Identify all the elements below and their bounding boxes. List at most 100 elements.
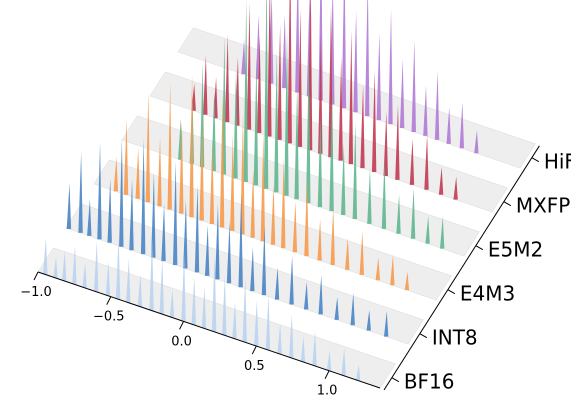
- spike: [287, 0, 292, 144]
- spike: [169, 289, 175, 318]
- x-tick-mark: [33, 271, 39, 281]
- series-int8: [66, 138, 389, 337]
- lane-plane: [121, 115, 480, 257]
- spike: [338, 57, 343, 161]
- series-tick-mark: [391, 377, 400, 383]
- x-tick-label: 0.0: [171, 334, 192, 349]
- spike: [367, 168, 372, 224]
- spike: [194, 185, 200, 273]
- spike: [341, 348, 346, 376]
- spike: [317, 115, 323, 208]
- spike: [87, 199, 92, 236]
- spike: [97, 142, 102, 240]
- spike: [267, 0, 272, 137]
- spike: [274, 267, 280, 300]
- spike: [371, 70, 377, 173]
- spike: [159, 258, 164, 314]
- spike: [211, 253, 217, 332]
- spike: [390, 255, 395, 286]
- spike: [329, 89, 334, 212]
- spike: [375, 257, 380, 281]
- spike: [306, 51, 311, 204]
- spike: [119, 138, 124, 247]
- spike: [289, 256, 294, 305]
- x-tick-label: −0.5: [93, 310, 125, 325]
- spike: [459, 102, 464, 149]
- spike: [260, 133, 266, 242]
- spike: [263, 0, 269, 189]
- spike: [359, 231, 364, 275]
- spike: [292, 201, 298, 253]
- spike: [318, 34, 323, 154]
- series-spikes: [43, 0, 479, 381]
- series-tick-mark: [475, 245, 484, 251]
- spike: [270, 184, 276, 245]
- spike: [145, 91, 151, 203]
- spike: [53, 257, 58, 278]
- spike: [434, 70, 440, 140]
- spike: [172, 161, 178, 266]
- spike: [115, 237, 121, 300]
- spike: [126, 258, 131, 303]
- spike: [243, 0, 248, 182]
- series-axis: [383, 145, 540, 391]
- spike: [399, 59, 405, 129]
- spike: [61, 250, 67, 281]
- series-tick-mark: [503, 201, 512, 207]
- spike: [201, 286, 207, 329]
- spike: [341, 0, 347, 109]
- x-tick-label: 0.5: [244, 359, 265, 374]
- spike: [199, 63, 205, 168]
- spike: [317, 219, 322, 261]
- spike: [360, 85, 365, 169]
- spike: [219, 94, 225, 228]
- spike: [161, 203, 166, 262]
- spike: [66, 182, 72, 229]
- spike: [409, 138, 415, 185]
- spike: [43, 237, 48, 275]
- spike: [424, 134, 429, 190]
- series-tick-mark: [447, 289, 456, 295]
- spike: [215, 203, 220, 280]
- lane-plane: [65, 203, 424, 345]
- x-tick-mark: [106, 296, 112, 305]
- spike: [289, 314, 294, 358]
- spike: [404, 271, 410, 291]
- spike: [425, 216, 430, 244]
- spike: [191, 276, 196, 325]
- spike: [203, 54, 208, 115]
- spike: [348, 30, 354, 165]
- spike: [140, 139, 146, 255]
- series-label-int8: INT8: [432, 326, 478, 350]
- spike: [72, 245, 77, 285]
- series-label-bf16: BF16: [404, 370, 455, 394]
- spike: [157, 137, 162, 207]
- spike: [250, 168, 255, 238]
- spike: [410, 188, 416, 239]
- spike: [355, 364, 361, 381]
- spike: [209, 143, 215, 224]
- spike: [280, 158, 286, 249]
- series-axis-line: [383, 145, 540, 391]
- spike: [224, 34, 230, 123]
- spike: [423, 85, 428, 136]
- spike: [474, 130, 479, 154]
- spike: [238, 195, 243, 288]
- series-bf16: [43, 237, 361, 381]
- series-tick-group: BF16 INT8 E4M3 E5M2 MXFP8 HiF8: [391, 150, 571, 394]
- spike: [334, 296, 339, 320]
- series-tick-mark: [531, 157, 540, 163]
- spike: [233, 68, 238, 179]
- spike: [123, 118, 129, 195]
- spike: [303, 281, 309, 310]
- spike: [446, 107, 451, 144]
- spike: [395, 104, 400, 180]
- spike: [383, 311, 389, 337]
- spike: [204, 225, 210, 276]
- spike: [181, 254, 186, 322]
- spike: [189, 74, 194, 218]
- spike: [94, 241, 99, 292]
- x-tick-label: −1.0: [20, 285, 52, 300]
- series-label-e5m2: E5M2: [488, 238, 543, 262]
- x-tick-mark: [179, 321, 184, 330]
